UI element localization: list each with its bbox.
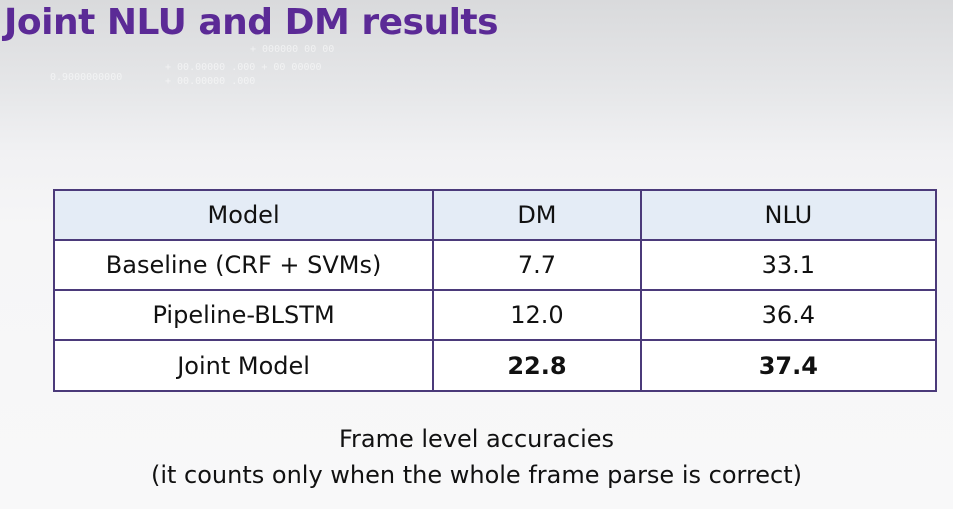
caption-line-2: (it counts only when the whole frame par… [150,461,803,489]
header-nlu: NLU [639,189,938,241]
slide-title: Joint NLU and DM results [4,2,499,43]
background-decoration: 0.9000000000 + 00.00000 .000 + 00 00000 … [50,44,335,87]
cell-nlu: 33.1 [639,239,938,291]
results-table: Model DM NLU Baseline (CRF + SVMs) 7.7 3… [52,189,938,392]
caption-line-1: Frame level accuracies [338,425,615,453]
table-header-row: Model DM NLU [52,189,938,241]
table-row: Joint Model 22.8 37.4 [52,339,938,392]
table-row: Baseline (CRF + SVMs) 7.7 33.1 [52,239,938,291]
cell-nlu: 37.4 [639,339,938,392]
cell-dm: 7.7 [432,239,642,291]
cell-dm: 12.0 [432,289,642,341]
cell-model: Pipeline-BLSTM [52,289,435,341]
cell-dm: 22.8 [432,339,642,392]
cell-model: Baseline (CRF + SVMs) [52,239,435,291]
header-model: Model [52,189,435,241]
cell-nlu: 36.4 [639,289,938,341]
cell-model: Joint Model [52,339,435,392]
header-dm: DM [432,189,642,241]
table-row: Pipeline-BLSTM 12.0 36.4 [52,289,938,341]
